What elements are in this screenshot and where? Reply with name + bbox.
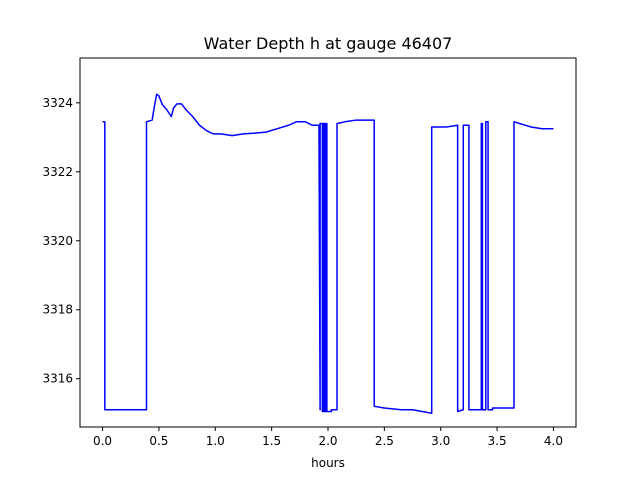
series-layer xyxy=(102,93,554,414)
y-tick-label: 3324 xyxy=(42,96,73,110)
y-tick-label: 3316 xyxy=(42,372,73,386)
x-tick-label: 4.0 xyxy=(544,434,563,448)
y-tick-label: 3322 xyxy=(42,165,73,179)
x-tick-label: 1.5 xyxy=(262,434,281,448)
x-axis-label: hours xyxy=(311,456,345,470)
y-tick-label: 3318 xyxy=(42,303,73,317)
y-tick-label: 3320 xyxy=(42,234,73,248)
x-tick-label: 3.5 xyxy=(488,434,507,448)
x-axis: 0.0 0.5 1.0 1.5 2.0 2.5 3.0 3.5 4.0 xyxy=(93,427,563,448)
x-tick-label: 1.0 xyxy=(206,434,225,448)
x-tick-label: 2.0 xyxy=(318,434,337,448)
y-axis: 3316 3318 3320 3322 3324 xyxy=(42,96,80,386)
chart-title: Water Depth h at gauge 46407 xyxy=(204,34,453,53)
x-tick-label: 2.5 xyxy=(375,434,394,448)
x-tick-label: 3.0 xyxy=(431,434,450,448)
series-line xyxy=(102,93,554,414)
x-tick-label: 0.0 xyxy=(93,434,112,448)
x-tick-label: 0.5 xyxy=(149,434,168,448)
